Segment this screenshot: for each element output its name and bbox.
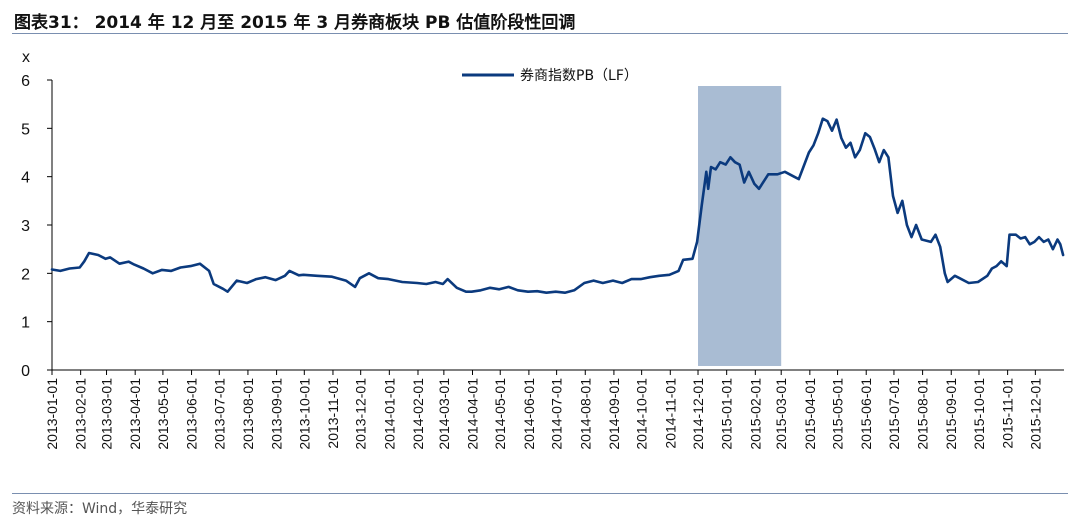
x-tick-label: 2014-04-01 — [465, 378, 481, 450]
bottom-rule — [12, 493, 1068, 494]
x-tick-label: 2013-03-01 — [99, 378, 115, 450]
x-tick-label: 2015-08-01 — [915, 378, 931, 450]
highlight-band — [698, 86, 782, 366]
series-line — [50, 117, 1065, 294]
x-tick-label: 2015-10-01 — [971, 378, 987, 450]
y-tick-label: 1 — [21, 315, 30, 332]
legend-layer: 券商指数PB（LF） — [462, 68, 638, 84]
x-tick-label: 2013-07-01 — [211, 378, 227, 450]
x-tick-label: 2013-11-01 — [325, 378, 341, 449]
x-tick-label: 2013-05-01 — [155, 378, 171, 450]
x-tick-label: 2014-07-01 — [549, 378, 565, 450]
x-tick-label: 2015-05-01 — [830, 378, 846, 450]
x-tick-label: 2015-03-01 — [773, 378, 789, 450]
series-layer — [50, 117, 1065, 294]
x-tick-label: 2015-06-01 — [858, 378, 874, 450]
x-tick-label: 2014-10-01 — [634, 378, 650, 450]
x-tick-label: 2014-01-01 — [381, 378, 397, 450]
x-tick-label: 2015-07-01 — [886, 378, 902, 450]
x-tick-label: 2015-09-01 — [943, 378, 959, 450]
x-tick-label: 2013-06-01 — [184, 378, 200, 450]
x-tick-label: 2013-10-01 — [296, 378, 312, 450]
chart-title: 图表31： 2014 年 12 月至 2015 年 3 月券商板块 PB 估值阶… — [14, 13, 576, 33]
x-tick-label: 2015-02-01 — [747, 378, 763, 450]
x-tick-label: 2014-11-01 — [662, 378, 678, 449]
y-tick-label: 3 — [21, 218, 30, 235]
x-tick-label: 2014-06-01 — [521, 378, 537, 450]
top-rule — [12, 33, 1068, 34]
source-note: 资料来源：Wind，华泰研究 — [12, 501, 188, 517]
x-tick-label: 2015-11-01 — [1000, 378, 1016, 449]
x-tick-label: 2013-01-01 — [44, 378, 60, 450]
x-tick-label: 2015-01-01 — [719, 378, 735, 450]
x-tick-label: 2014-02-01 — [410, 378, 426, 450]
x-tick-label: 2014-03-01 — [436, 378, 452, 450]
y-axis-unit-label: x — [22, 49, 30, 66]
axis-layer: x 0 1 2 3 4 5 6 2013-01-01 2013-02-01 2013-03-01 20… — [21, 49, 1064, 450]
x-tick-label: 2013-02-01 — [73, 378, 89, 450]
y-tick-label: 0 — [21, 363, 30, 380]
x-tick-label: 2013-09-01 — [269, 378, 285, 450]
x-tick-label: 2015-04-01 — [802, 378, 818, 450]
x-tick-label: 2014-12-01 — [690, 378, 706, 450]
highlight-layer — [698, 86, 782, 366]
y-tick-label: 5 — [21, 121, 30, 138]
legend-label: 券商指数PB（LF） — [520, 68, 638, 84]
x-tick-label: 2013-04-01 — [127, 378, 143, 450]
y-tick-label: 2 — [21, 266, 30, 283]
y-tick-label: 6 — [21, 73, 30, 90]
x-tick-label: 2015-12-01 — [1027, 378, 1043, 450]
x-tick-label: 2013-12-01 — [353, 378, 369, 450]
x-tick-label: 2014-05-01 — [492, 378, 508, 450]
y-tick-label: 4 — [21, 170, 30, 187]
x-tick-label: 2013-08-01 — [240, 378, 256, 450]
x-tick-label: 2014-08-01 — [577, 378, 593, 450]
x-tick-label: 2014-09-01 — [606, 378, 622, 450]
